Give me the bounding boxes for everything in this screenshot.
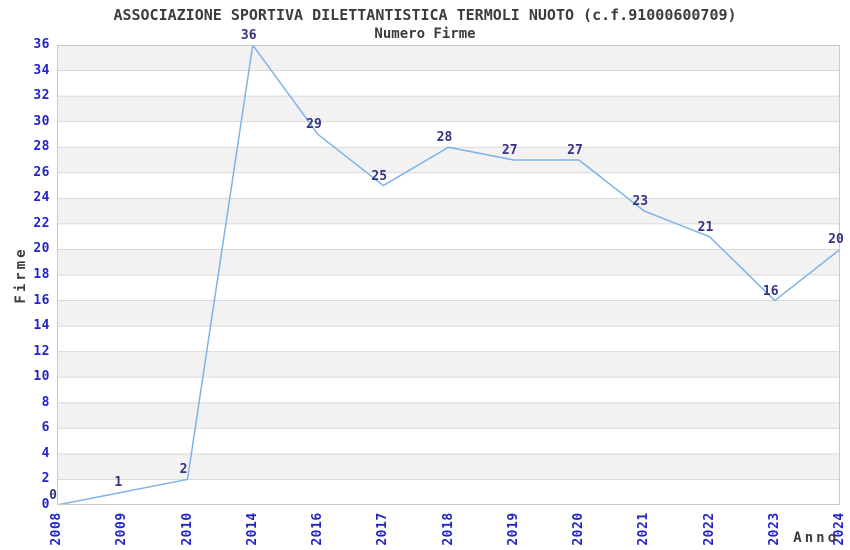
data-point-label: 27 xyxy=(501,143,518,158)
data-point-label: 2 xyxy=(179,462,188,478)
data-point-label: 23 xyxy=(632,194,649,210)
data-point-label: 36 xyxy=(240,28,257,43)
y-tick-label: 34 xyxy=(33,62,50,78)
x-tick-label: 2018 xyxy=(440,512,456,546)
y-tick-label: 6 xyxy=(41,420,50,436)
y-tick-label: 2 xyxy=(41,471,50,487)
x-tick-label: 2017 xyxy=(375,512,391,546)
y-tick-label: 12 xyxy=(33,343,50,359)
y-tick-label: 30 xyxy=(33,113,50,129)
data-point-label: 0 xyxy=(49,488,57,503)
data-point-label: 28 xyxy=(436,130,453,146)
series-line xyxy=(57,45,840,505)
plot-band xyxy=(57,249,840,275)
x-tick-label: 2014 xyxy=(244,512,260,546)
plot-band xyxy=(57,45,840,71)
x-tick-label: 2010 xyxy=(179,512,195,546)
y-tick-label: 24 xyxy=(33,190,50,206)
y-tick-label: 26 xyxy=(33,164,50,180)
y-tick-label: 32 xyxy=(33,88,50,104)
y-tick-label: 4 xyxy=(41,445,50,461)
y-tick-label: 36 xyxy=(33,37,50,52)
x-tick-label: 2019 xyxy=(505,512,521,546)
data-point-label: 21 xyxy=(697,219,714,235)
chart-subtitle: Numero Firme xyxy=(374,26,476,42)
plot-border xyxy=(57,45,840,505)
x-tick-label: 2008 xyxy=(49,512,64,546)
data-point-label: 1 xyxy=(114,475,123,491)
plot-band xyxy=(57,453,840,480)
y-tick-label: 0 xyxy=(41,497,50,512)
data-point-label: 20 xyxy=(828,232,844,248)
plot-band xyxy=(57,300,840,327)
data-point-label: 29 xyxy=(306,117,322,133)
data-point-label: 16 xyxy=(762,283,779,299)
y-tick-label: 28 xyxy=(33,139,50,155)
plot-band xyxy=(57,147,840,173)
data-point-label: 25 xyxy=(371,168,388,184)
plot-band xyxy=(57,198,840,224)
chart-title: ASSOCIAZIONE SPORTIVA DILETTANTISTICA TE… xyxy=(113,6,737,24)
x-tick-label: 2021 xyxy=(636,512,652,546)
y-tick-label: 18 xyxy=(33,267,50,282)
y-tick-label: 14 xyxy=(33,318,50,334)
plot-band xyxy=(57,351,840,378)
x-axis-title: Anno xyxy=(793,530,839,546)
y-tick-label: 20 xyxy=(33,241,50,257)
x-tick-label: 2016 xyxy=(310,512,325,546)
x-tick-label: 2009 xyxy=(114,512,130,546)
y-tick-label: 8 xyxy=(41,394,50,410)
x-tick-label: 2023 xyxy=(766,512,782,546)
x-tick-label: 2020 xyxy=(571,512,586,546)
plot-area xyxy=(57,45,840,505)
x-tick-label: 2022 xyxy=(701,512,717,546)
plot-band xyxy=(57,96,840,122)
plot-band xyxy=(57,402,840,429)
data-point-label: 27 xyxy=(567,143,583,158)
y-tick-label: 16 xyxy=(33,292,50,308)
y-tick-label: 10 xyxy=(33,369,50,385)
y-tick-label: 22 xyxy=(33,215,50,231)
y-axis-title: Firme xyxy=(13,246,29,304)
